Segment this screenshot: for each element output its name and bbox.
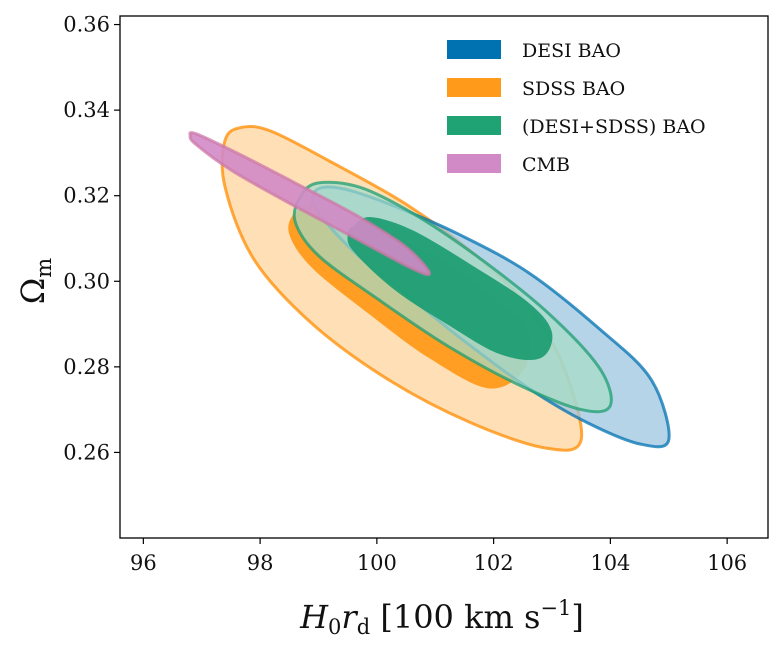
- desi-bao-legend-label: DESI BAO: [522, 40, 621, 62]
- sdss-bao-legend-swatch: [447, 78, 501, 97]
- x-tick-label: 102: [474, 551, 514, 575]
- cmb-legend-swatch: [447, 154, 501, 173]
- y-tick-label: 0.26: [63, 440, 110, 464]
- y-tick-label: 0.30: [63, 269, 110, 293]
- y-tick-label: 0.28: [63, 355, 110, 379]
- contours-layer: [188, 124, 671, 452]
- y-tick-label: 0.34: [63, 98, 110, 122]
- cmb-outer-contour: [188, 131, 431, 277]
- sdss-bao-legend-label: SDSS BAO: [522, 78, 625, 100]
- x-axis-ticks: 96 98 100 102 104 106: [130, 538, 747, 575]
- y-tick-label: 0.32: [63, 184, 110, 208]
- x-tick-label: 100: [357, 551, 397, 575]
- cmb-legend-label: CMB: [522, 154, 570, 176]
- legend: DESI BAO SDSS BAO (DESI+SDSS) BAO CMB: [447, 40, 706, 176]
- y-tick-label: 0.36: [63, 13, 110, 37]
- desi-bao-legend-swatch: [447, 40, 501, 59]
- desi-sdss-bao-legend-label: (DESI+SDSS) BAO: [522, 116, 706, 138]
- x-tick-label: 98: [247, 551, 274, 575]
- plot-frame: [119, 15, 769, 539]
- x-tick-label: 106: [707, 551, 747, 575]
- x-tick-label: 104: [590, 551, 630, 575]
- x-tick-label: 96: [130, 551, 157, 575]
- y-axis-title: Ωm: [14, 258, 56, 305]
- x-axis-title: H0rd [100 km s−1]: [299, 596, 584, 639]
- y-axis-ticks: 0.26 0.28 0.30 0.32 0.34 0.36: [63, 13, 120, 464]
- desi-sdss-bao-legend-swatch: [447, 116, 501, 135]
